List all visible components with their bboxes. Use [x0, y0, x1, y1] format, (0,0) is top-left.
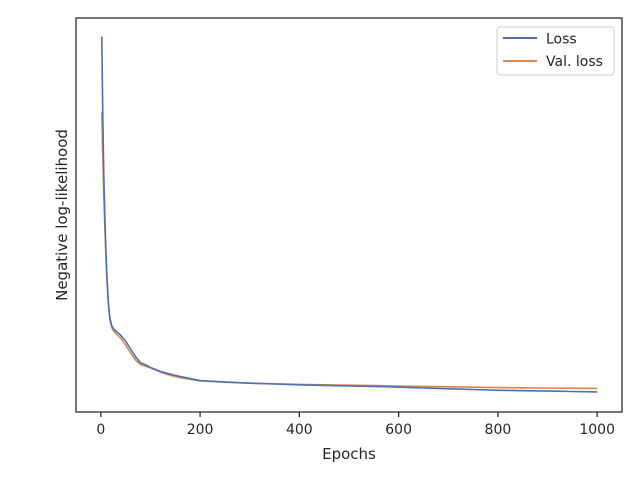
- x-tick-label: 800: [485, 422, 512, 438]
- plot-area: [75, 17, 623, 413]
- legend-label-loss: Loss: [546, 32, 577, 48]
- x-tick-label: 600: [385, 422, 412, 438]
- y-axis-label: Negative log-likelihood: [53, 129, 71, 301]
- x-tick-label: 400: [286, 422, 313, 438]
- x-tick-label: 1000: [579, 422, 615, 438]
- x-axis-ticks: 0 200 400 600 800 1000: [96, 412, 615, 438]
- legend-label-val-loss: Val. loss: [546, 54, 603, 70]
- x-axis-label: Epochs: [322, 445, 376, 463]
- x-tick-label: 0: [96, 422, 105, 438]
- series-layer: [101, 36, 598, 393]
- series-line-loss: [101, 36, 598, 393]
- legend: Loss Val. loss: [496, 26, 615, 76]
- x-tick-label: 200: [187, 422, 214, 438]
